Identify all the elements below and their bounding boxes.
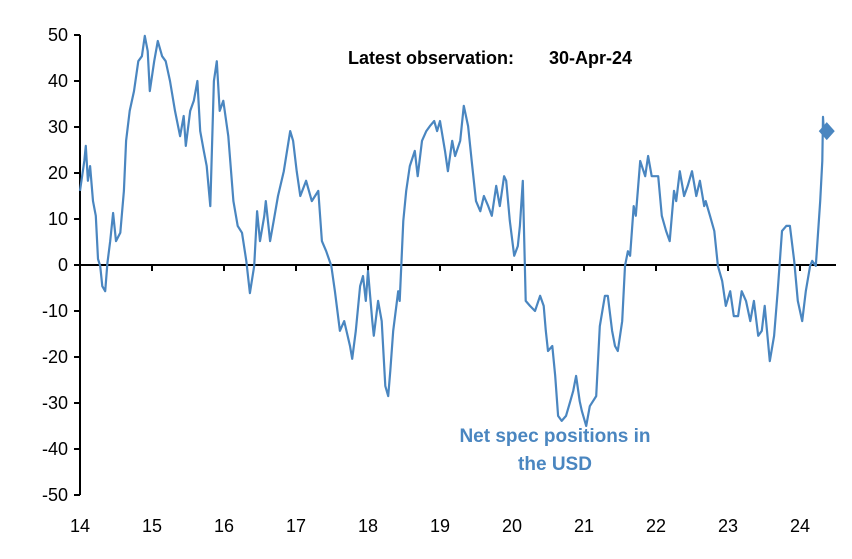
y-tick-label: 40 xyxy=(48,71,68,91)
series-annotation-line2: the USD xyxy=(518,454,592,475)
y-tick-label: 50 xyxy=(48,25,68,45)
latest-observation-label: Latest observation: xyxy=(348,48,514,68)
series-annotation-line1: Net spec positions in xyxy=(459,426,650,447)
x-tick-label: 23 xyxy=(718,516,738,536)
y-tick-label: -20 xyxy=(42,347,68,367)
x-tick-label: 20 xyxy=(502,516,522,536)
x-tick-label: 16 xyxy=(214,516,234,536)
x-tick-label: 18 xyxy=(358,516,378,536)
x-tick-label: 24 xyxy=(790,516,810,536)
y-tick-label: -50 xyxy=(42,485,68,505)
y-tick-label: 20 xyxy=(48,163,68,183)
x-tick-label: 17 xyxy=(286,516,306,536)
x-tick-label: 14 xyxy=(70,516,90,536)
x-tick-label: 22 xyxy=(646,516,666,536)
y-tick-label: 30 xyxy=(48,117,68,137)
axes xyxy=(74,34,836,496)
y-tick-label: 0 xyxy=(58,255,68,275)
x-tick-label: 15 xyxy=(142,516,162,536)
y-tick-label: 10 xyxy=(48,209,68,229)
y-tick-label: -40 xyxy=(42,439,68,459)
latest-point-marker xyxy=(818,122,835,141)
series-line xyxy=(78,34,825,428)
y-tick-label: -10 xyxy=(42,301,68,321)
latest-observation-date: 30-Apr-24 xyxy=(549,48,632,68)
x-tick-label: 21 xyxy=(574,516,594,536)
x-tick-label: 19 xyxy=(430,516,450,536)
y-tick-label: -30 xyxy=(42,393,68,413)
